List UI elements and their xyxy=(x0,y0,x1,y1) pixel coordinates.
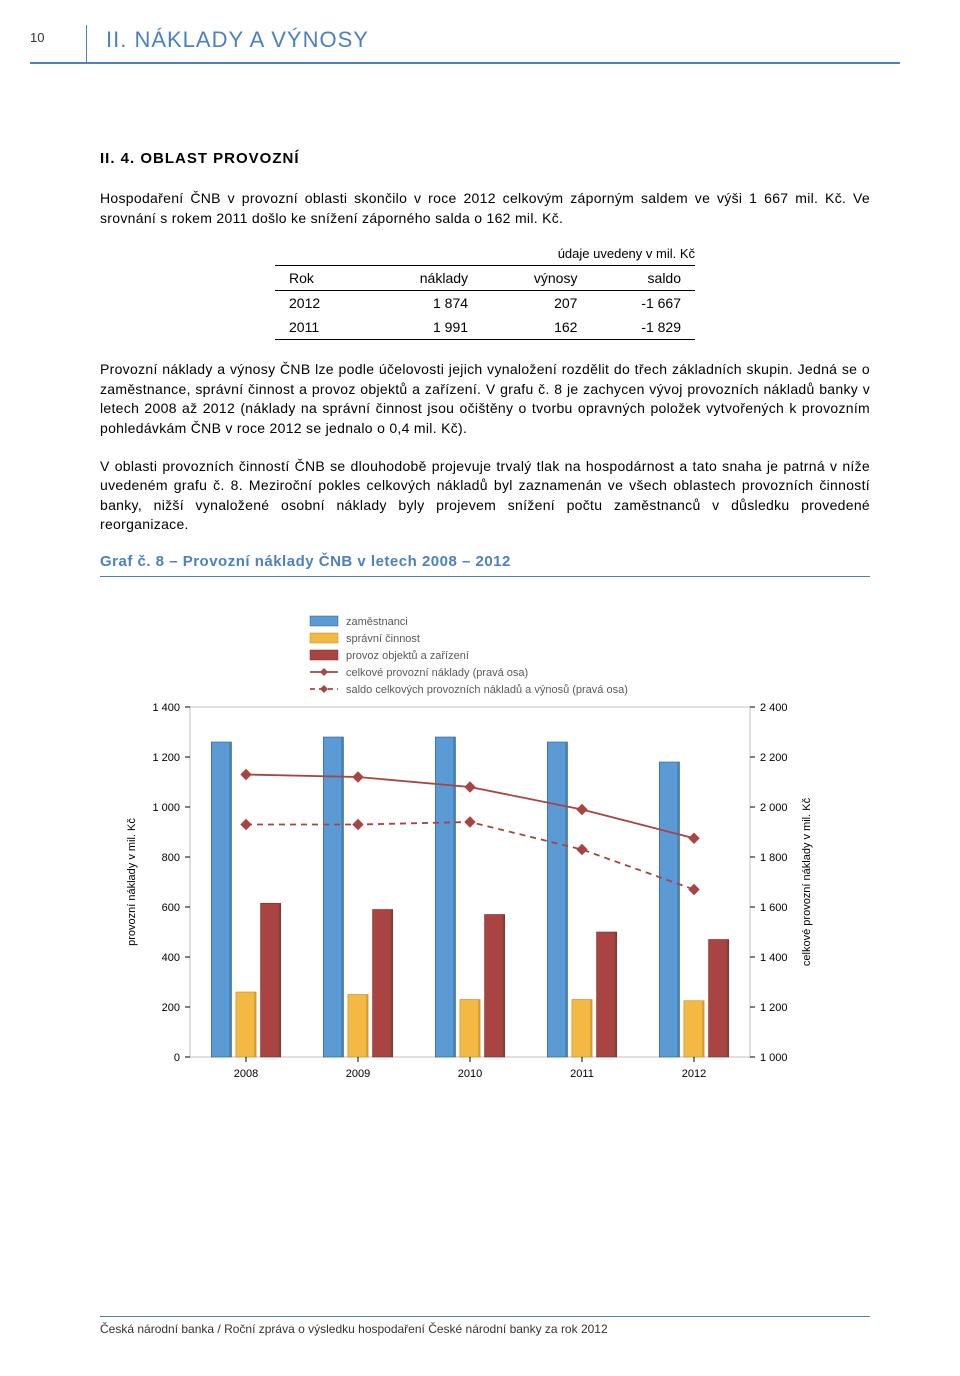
table-caption: údaje uvedeny v mil. Kč xyxy=(275,246,695,261)
page-number: 10 xyxy=(30,30,44,45)
header-underline xyxy=(30,62,900,64)
svg-text:0: 0 xyxy=(174,1052,180,1064)
col-vynosy: výnosy xyxy=(482,266,591,291)
svg-text:2012: 2012 xyxy=(682,1068,706,1080)
svg-text:1 800: 1 800 xyxy=(760,852,788,864)
table-row: 2011 1 991 162 -1 829 xyxy=(275,315,695,340)
svg-text:2 000: 2 000 xyxy=(760,802,788,814)
paragraph-2: Provozní náklady a výnosy ČNB lze podle … xyxy=(100,360,870,438)
chart-container: 0 200 400 600 800 1 000 1 200 1 400 1 000 1 200 1 … xyxy=(100,607,860,1107)
svg-text:2009: 2009 xyxy=(346,1068,370,1080)
col-saldo: saldo xyxy=(591,266,695,291)
svg-text:2 200: 2 200 xyxy=(760,752,788,764)
col-naklady: náklady xyxy=(365,266,482,291)
col-rok: Rok xyxy=(275,266,365,291)
svg-text:provoz objektů a zařízení: provoz objektů a zařízení xyxy=(346,650,469,662)
paragraph-3: V oblasti provozních činností ČNB se dlo… xyxy=(100,457,870,535)
data-table: Rok náklady výnosy saldo 2012 1 874 207 … xyxy=(275,265,695,340)
paragraph-1: Hospodaření ČNB v provozní oblasti skonč… xyxy=(100,189,870,228)
svg-text:1 400: 1 400 xyxy=(152,702,180,714)
table-row: 2012 1 874 207 -1 667 xyxy=(275,291,695,316)
svg-text:1 400: 1 400 xyxy=(760,952,788,964)
svg-text:1 200: 1 200 xyxy=(760,1002,788,1014)
svg-text:1 600: 1 600 xyxy=(760,902,788,914)
chart-svg: 0 200 400 600 800 1 000 1 200 1 400 1 000 1 200 1 … xyxy=(100,607,860,1107)
svg-text:800: 800 xyxy=(162,852,180,864)
svg-text:celkové provozní náklady v mil: celkové provozní náklady v mil. Kč xyxy=(801,797,813,966)
content-area: II. 4. OBLAST PROVOZNÍ Hospodaření ČNB v… xyxy=(100,150,870,1107)
svg-text:2 400: 2 400 xyxy=(760,702,788,714)
chart-title: Graf č. 8 – Provozní náklady ČNB v letec… xyxy=(100,553,870,577)
table-wrap: údaje uvedeny v mil. Kč Rok náklady výno… xyxy=(275,246,695,340)
svg-text:2011: 2011 xyxy=(570,1068,594,1080)
svg-text:správní činnost: správní činnost xyxy=(346,633,420,645)
svg-text:provozní náklady v mil. Kč: provozní náklady v mil. Kč xyxy=(126,818,138,946)
svg-text:2008: 2008 xyxy=(234,1068,258,1080)
svg-text:celkové provozní náklady (prav: celkové provozní náklady (pravá osa) xyxy=(346,667,528,679)
svg-text:1 000: 1 000 xyxy=(760,1052,788,1064)
header-divider xyxy=(86,25,87,63)
svg-text:zaměstnanci: zaměstnanci xyxy=(346,616,408,628)
section-title: II. NÁKLADY A VÝNOSY xyxy=(106,27,369,53)
svg-text:600: 600 xyxy=(162,902,180,914)
svg-text:saldo celkových provozních nák: saldo celkových provozních nákladů a výn… xyxy=(346,684,628,696)
subheading: II. 4. OBLAST PROVOZNÍ xyxy=(100,150,870,167)
svg-text:200: 200 xyxy=(162,1002,180,1014)
table-header-row: Rok náklady výnosy saldo xyxy=(275,266,695,291)
svg-text:1 200: 1 200 xyxy=(152,752,180,764)
svg-text:400: 400 xyxy=(162,952,180,964)
page-footer: Česká národní banka / Roční zpráva o výs… xyxy=(100,1316,870,1336)
svg-text:1 000: 1 000 xyxy=(152,802,180,814)
page-header: 10 II. NÁKLADY A VÝNOSY xyxy=(30,30,900,70)
svg-text:2010: 2010 xyxy=(458,1068,482,1080)
